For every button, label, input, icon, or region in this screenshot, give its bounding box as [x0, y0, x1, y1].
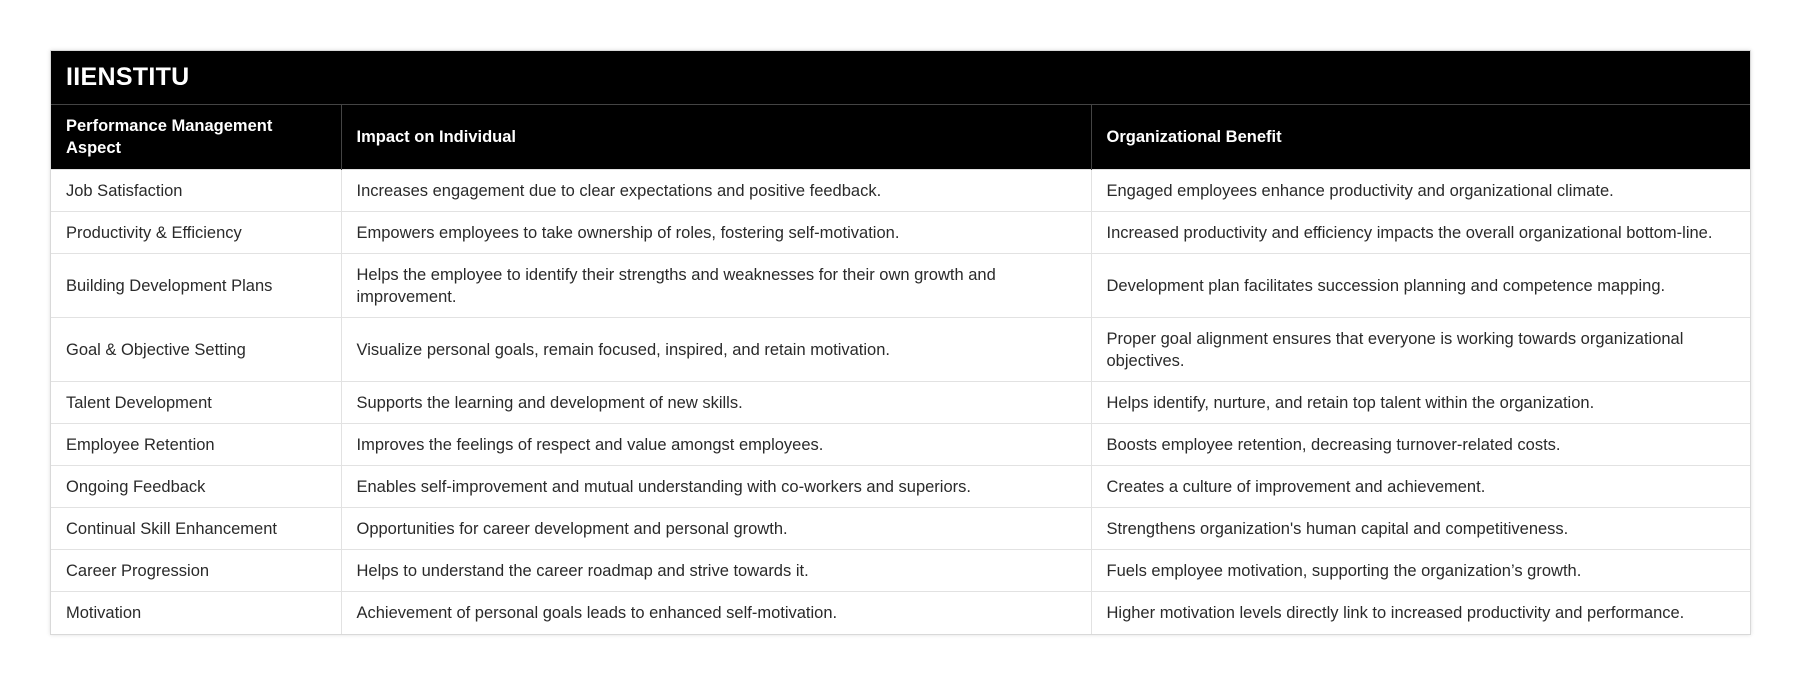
cell-benefit: Strengthens organization's human capital… — [1091, 507, 1750, 550]
cell-benefit: Helps identify, nurture, and retain top … — [1091, 381, 1750, 424]
cell-aspect: Job Satisfaction — [51, 169, 342, 212]
cell-benefit: Boosts employee retention, decreasing tu… — [1091, 423, 1750, 466]
table-row: Continual Skill Enhancement Opportunitie… — [51, 507, 1750, 550]
cell-aspect: Productivity & Efficiency — [51, 211, 342, 254]
cell-impact: Supports the learning and development of… — [341, 381, 1092, 424]
data-table: Performance Management Aspect Impact on … — [51, 105, 1750, 634]
cell-aspect: Goal & Objective Setting — [51, 317, 342, 382]
cell-impact: Helps the employee to identify their str… — [341, 253, 1092, 318]
cell-benefit: Proper goal alignment ensures that every… — [1091, 317, 1750, 382]
table-row: Motivation Achievement of personal goals… — [51, 591, 1750, 634]
cell-impact: Visualize personal goals, remain focused… — [341, 317, 1092, 382]
table-row: Productivity & Efficiency Empowers emplo… — [51, 211, 1750, 254]
cell-benefit: Fuels employee motivation, supporting th… — [1091, 549, 1750, 592]
header-benefit: Organizational Benefit — [1091, 105, 1750, 170]
cell-impact: Increases engagement due to clear expect… — [341, 169, 1092, 212]
cell-impact: Enables self-improvement and mutual unde… — [341, 465, 1092, 508]
table-row: Building Development Plans Helps the emp… — [51, 253, 1750, 318]
cell-aspect: Employee Retention — [51, 423, 342, 466]
cell-impact: Empowers employees to take ownership of … — [341, 211, 1092, 254]
table-row: Ongoing Feedback Enables self-improvemen… — [51, 465, 1750, 508]
cell-aspect: Building Development Plans — [51, 253, 342, 318]
cell-aspect: Career Progression — [51, 549, 342, 592]
header-aspect: Performance Management Aspect — [51, 105, 342, 170]
cell-benefit: Engaged employees enhance productivity a… — [1091, 169, 1750, 212]
table-container: IIENSTITU Performance Management Aspect … — [50, 50, 1751, 635]
cell-benefit: Development plan facilitates succession … — [1091, 253, 1750, 318]
cell-impact: Achievement of personal goals leads to e… — [341, 591, 1092, 634]
cell-impact: Opportunities for career development and… — [341, 507, 1092, 550]
cell-benefit: Creates a culture of improvement and ach… — [1091, 465, 1750, 508]
data-table-card: IIENSTITU Performance Management Aspect … — [50, 50, 1751, 635]
table-row: Job Satisfaction Increases engagement du… — [51, 169, 1750, 212]
cell-aspect: Motivation — [51, 591, 342, 634]
header-impact: Impact on Individual — [341, 105, 1092, 170]
cell-aspect: Continual Skill Enhancement — [51, 507, 342, 550]
table-title: IIENSTITU — [51, 51, 1750, 105]
table-row: Career Progression Helps to understand t… — [51, 549, 1750, 592]
table-row: Goal & Objective Setting Visualize perso… — [51, 317, 1750, 382]
header-row: Performance Management Aspect Impact on … — [51, 105, 1750, 170]
cell-aspect: Ongoing Feedback — [51, 465, 342, 508]
cell-impact: Improves the feelings of respect and val… — [341, 423, 1092, 466]
cell-benefit: Higher motivation levels directly link t… — [1091, 591, 1750, 634]
cell-benefit: Increased productivity and efficiency im… — [1091, 211, 1750, 254]
table-row: Employee Retention Improves the feelings… — [51, 423, 1750, 466]
cell-aspect: Talent Development — [51, 381, 342, 424]
table-row: Talent Development Supports the learning… — [51, 381, 1750, 424]
cell-impact: Helps to understand the career roadmap a… — [341, 549, 1092, 592]
